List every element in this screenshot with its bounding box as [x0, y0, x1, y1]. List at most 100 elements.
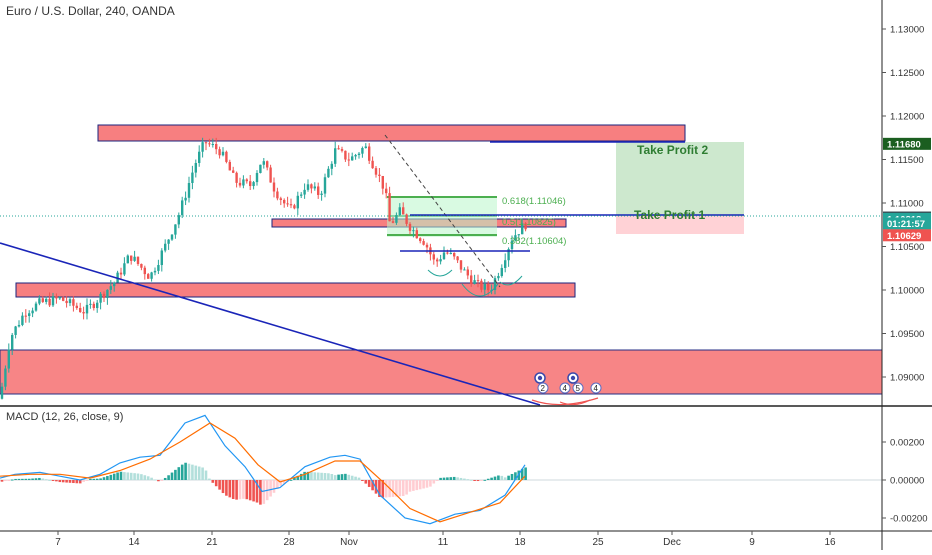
macd-histogram-bar [177, 467, 181, 480]
macd-histogram-bar [238, 480, 242, 500]
macd-histogram-bar [174, 469, 177, 480]
candle-body [419, 238, 422, 242]
candle-body [249, 181, 252, 187]
candle-body [266, 161, 269, 168]
macd-histogram-bar [272, 480, 276, 493]
price-tag-label: 1.10629 [887, 231, 921, 242]
macd-histogram-bar [449, 477, 453, 480]
macd-histogram-bar [51, 480, 55, 481]
candle-body [436, 259, 439, 262]
wave-label-circle [590, 382, 602, 394]
macd-histogram-bar [408, 480, 412, 492]
macd-histogram-bar [123, 472, 126, 480]
macd-histogram-bar [211, 480, 215, 483]
candle-body [62, 297, 65, 301]
candle-body [170, 234, 174, 240]
macd-histogram-bar [347, 474, 351, 480]
candle-body [55, 296, 58, 299]
macd-histogram-bar [85, 480, 89, 481]
macd-histogram-bar [55, 480, 58, 482]
macd-histogram-bar [201, 467, 204, 480]
macd-histogram-bar [357, 477, 361, 480]
macd-histogram-bar [214, 480, 218, 487]
shoulder-arc-right [499, 275, 523, 286]
candle-body [218, 149, 221, 156]
price-tag-label: 1.11680 [887, 139, 921, 150]
macd-histogram-bar [41, 478, 45, 480]
price-tick-label: 1.12500 [890, 68, 924, 79]
macd-histogram-bar [442, 477, 446, 480]
candle-body [272, 182, 276, 192]
macd-histogram-bar [282, 480, 286, 484]
macd-histogram-bar [167, 475, 170, 480]
candle-body [453, 252, 456, 257]
macd-histogram-bar [143, 475, 147, 480]
macd-histogram-bar [497, 475, 500, 480]
candle-body [487, 283, 490, 291]
macd-tick-label: 0.00200 [890, 438, 924, 449]
candle-body [347, 159, 350, 161]
macd-histogram-bar [44, 479, 48, 481]
macd-histogram-bar [208, 478, 211, 480]
candle-body [215, 144, 218, 150]
candle-body [371, 160, 374, 169]
candle-body [130, 255, 133, 261]
macd-histogram-bar [31, 478, 34, 480]
candle-body [65, 300, 68, 304]
candle-body [201, 142, 204, 152]
candle-body [96, 302, 99, 309]
macd-histogram-bar [296, 475, 300, 480]
price-tick-label: 1.12000 [890, 112, 924, 123]
macd-histogram-bar [279, 480, 283, 486]
macd-histogram-bar [439, 477, 442, 480]
candle-body [337, 148, 340, 150]
price-tag-label: 01:21:57 [887, 219, 925, 230]
candle-body [75, 305, 78, 308]
price-tick-label: 1.10500 [890, 242, 924, 253]
candle-body [208, 143, 211, 145]
wave-label: 2 [541, 384, 546, 393]
macd-histogram-bar [466, 479, 470, 481]
macd-histogram-bar [255, 480, 259, 503]
macd-histogram-bar [473, 480, 476, 481]
macd-histogram-bar [289, 479, 293, 481]
candle-body [521, 223, 524, 235]
candle-body [153, 270, 157, 273]
candle-body [136, 256, 140, 264]
candle-body [150, 272, 153, 279]
time-tick-label: 9 [749, 537, 755, 548]
candle-body [306, 184, 310, 190]
candle-body [48, 298, 51, 306]
shoulder-arc-left [427, 269, 453, 277]
macd-histogram-bar [102, 477, 106, 480]
wave-arc [531, 397, 599, 406]
candle-body [45, 298, 48, 302]
wave-label: 4 [563, 384, 568, 393]
macd-histogram-bar [259, 480, 262, 505]
macd-histogram-bar [0, 480, 4, 482]
time-tick-label: Nov [340, 537, 358, 548]
take-profit-1-label: Take Profit 1 [634, 208, 705, 222]
fib-618-label: 0.618(1.11046) [502, 196, 566, 207]
candle-body [296, 195, 299, 209]
candle-body [133, 256, 136, 261]
candle-body [310, 184, 313, 189]
macd-histogram-bar [78, 480, 82, 484]
candle-body [58, 297, 61, 299]
price-tick-label: 1.09500 [890, 329, 924, 340]
macd-histogram-bar [340, 474, 344, 480]
price-tick-label: 1.13000 [890, 25, 924, 36]
macd-histogram-bar [116, 472, 119, 480]
time-tick-label: 21 [206, 537, 218, 548]
head-arc [461, 283, 499, 297]
macd-histogram-bar [180, 464, 184, 480]
macd-histogram-bar [221, 480, 225, 494]
macd-histogram-bar [72, 480, 75, 484]
candle-body [497, 275, 500, 279]
candle-body [242, 179, 245, 186]
macd-histogram-bar [469, 479, 473, 481]
candle-body [0, 386, 4, 399]
candle-body [480, 280, 483, 290]
